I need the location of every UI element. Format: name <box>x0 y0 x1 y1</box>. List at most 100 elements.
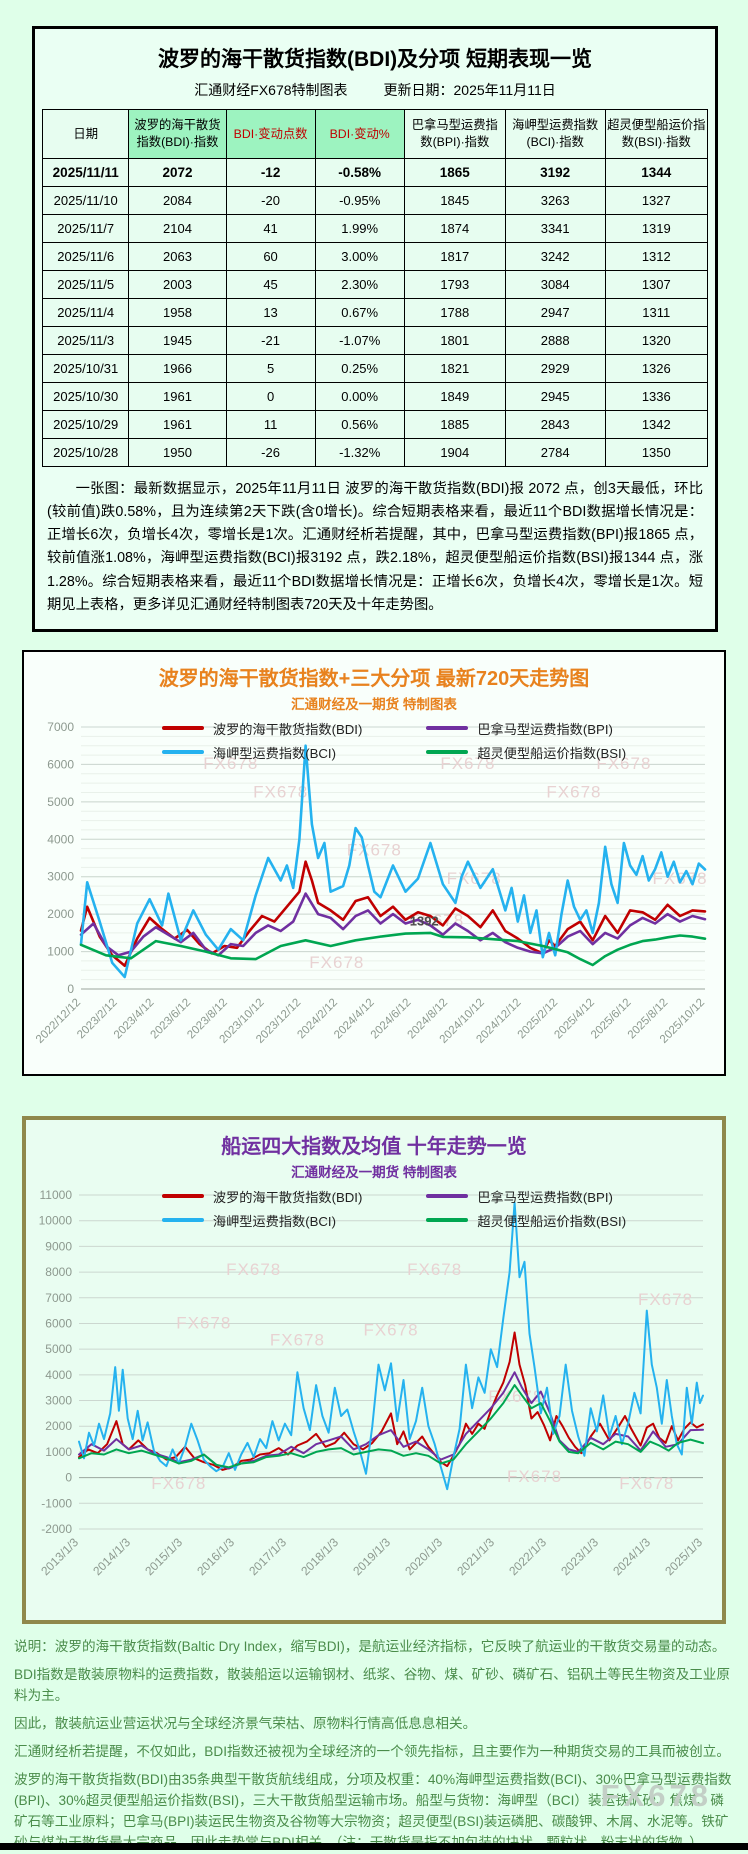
x-tick-label: 2022/12/12 <box>34 997 83 1046</box>
y-tick-label: 3000 <box>45 1393 72 1407</box>
y-tick-label: 7000 <box>47 720 74 734</box>
x-tick-label: 2016/1/3 <box>194 1535 237 1578</box>
chart-watermark: FX678 <box>363 1320 418 1339</box>
table-cell: -1.07% <box>314 326 405 355</box>
y-tick-label: -1000 <box>41 1496 72 1510</box>
legend-item: 波罗的海干散货指数(BDI) <box>161 1187 363 1206</box>
legend-label: 海岬型运费指数(BCI) <box>212 1213 336 1229</box>
table-cell: -1.32% <box>314 438 405 467</box>
legend-swatch <box>161 1218 204 1223</box>
data-label: 1392 <box>410 913 439 928</box>
page-subtitle: 汇通财经FX678特制图表 更新日期：2025年11月11日 <box>42 80 708 100</box>
table-cell: 1821 <box>403 354 506 383</box>
chart-720d-plot-wrap: 波罗的海干散货指数(BDI) 巴拿马型运费指数(BPI) 海岬型运费指数(BCI) 超… <box>27 717 721 1074</box>
chart-watermark: FX678 <box>440 754 495 773</box>
chart-720d-legend: 波罗的海干散货指数(BDI) 巴拿马型运费指数(BPI) 海岬型运费指数(BCI) 超… <box>67 719 721 762</box>
series-line <box>79 931 707 967</box>
table-cell: 0.67% <box>314 298 405 327</box>
x-tick-label: 2024/1/3 <box>610 1535 653 1578</box>
table-cell: -26 <box>225 438 316 467</box>
legend-item: 超灵便型船运价指数(BSI) <box>426 1211 626 1230</box>
x-tick-label: 2025/1/3 <box>662 1535 705 1578</box>
table-cell: 1904 <box>403 438 506 467</box>
bottom-black-bar <box>0 1843 748 1850</box>
legend-swatch <box>426 750 469 755</box>
legend-item: 海岬型运费指数(BCI) <box>161 743 362 762</box>
legend-label: 海岬型运费指数(BCI) <box>212 745 336 761</box>
update-date-label: 更新日期：2025年11月11日 <box>383 82 556 98</box>
table-cell: 2025/10/29 <box>41 410 130 439</box>
table-cell: 2025/11/6 <box>41 242 130 271</box>
chart-watermark: FX678 <box>176 1314 231 1333</box>
table-header-cell: 巴拿马型运费指数(BPI)·指数 <box>403 109 506 159</box>
table-cell: 2929 <box>504 354 606 383</box>
short-term-panel: 波罗的海干散货指数(BDI)及分项 短期表现一览 汇通财经FX678特制图表 更新… <box>32 26 718 632</box>
chart-10y-panel: 船运四大指数及均值 十年走势一览 汇通财经及一期货 特制图表 波罗的海干散货指数… <box>22 1115 726 1624</box>
legend-item: 超灵便型船运价指数(BSI) <box>426 743 626 762</box>
table-cell: 2025/10/28 <box>41 438 130 467</box>
series-line <box>78 1384 704 1469</box>
chart-watermark: FX678 <box>596 754 651 773</box>
bdi-table-body: 2025/11/11 2072 -12 -0.58% 1865 3192 1344 2025/… <box>41 158 709 467</box>
table-row: 2025/11/11 2072 -12 -0.58% 1865 3192 1344 <box>41 158 709 187</box>
table-row: 2025/10/31 1966 5 0.25% 1821 2929 1326 <box>41 354 709 383</box>
y-tick-label: 9000 <box>45 1239 72 1253</box>
legend-item: 巴拿马型运费指数(BPI) <box>426 1187 626 1206</box>
table-cell: 2025/10/30 <box>41 382 130 411</box>
table-cell: 2945 <box>504 382 606 411</box>
table-cell: 2947 <box>504 298 606 327</box>
table-cell: 1311 <box>604 298 709 327</box>
x-tick-label: 2018/1/3 <box>298 1535 341 1578</box>
y-tick-label: 7000 <box>45 1291 72 1305</box>
table-cell: 1966 <box>128 354 227 383</box>
table-row: 2025/10/30 1961 0 0.00% 1849 2945 1336 <box>41 382 709 411</box>
legend-label: 巴拿马型运费指数(BPI) <box>477 1189 613 1205</box>
chart-10y-title: 船运四大指数及均值 十年走势一览 <box>221 1135 527 1158</box>
table-cell: 2084 <box>128 186 227 215</box>
chart-720d-title: 波罗的海干散货指数+三大分项 最新720天走势图 <box>158 667 590 690</box>
table-cell: 3263 <box>504 186 606 215</box>
y-tick-label: 8000 <box>45 1265 72 1279</box>
table-cell: 1320 <box>604 326 709 355</box>
chart-watermark: FX678 <box>507 1467 562 1486</box>
x-tick-label: 2015/1/3 <box>142 1535 185 1578</box>
series-line <box>78 1201 704 1491</box>
note-line: BDI指数是散装原物料的运费指数，散装船运以运输钢材、纸浆、谷物、煤、矿砂、磷矿… <box>14 1667 730 1704</box>
table-cell: 1958 <box>128 298 227 327</box>
table-cell: 1344 <box>604 158 709 187</box>
legend-swatch <box>426 1194 469 1199</box>
y-tick-label: 1000 <box>47 945 74 959</box>
note-line: 因此，散装航运业营运状况与全球经济景气荣枯、原物料行情高低息息相关。 <box>14 1716 477 1732</box>
table-cell: 1307 <box>604 270 709 299</box>
table-cell: 1326 <box>604 354 709 383</box>
table-row: 2025/11/7 2104 41 1.99% 1874 3341 1319 <box>41 214 709 243</box>
legend-item: 波罗的海干散货指数(BDI) <box>161 719 362 738</box>
y-tick-label: 2000 <box>45 1419 72 1433</box>
y-tick-label: 0 <box>65 1471 72 1485</box>
table-header-row: 日期 波罗的海干散货指数(BDI)·指数 BDI·变动点数 BDI·变动% 巴拿马型运费… <box>41 109 709 159</box>
table-cell: 1849 <box>403 382 506 411</box>
legend-label: 波罗的海干散货指数(BDI) <box>212 1189 363 1205</box>
y-tick-label: 6000 <box>47 757 74 771</box>
table-row: 2025/11/10 2084 -20 -0.95% 1845 3263 1327 <box>41 186 709 215</box>
table-cell: 1885 <box>403 410 506 439</box>
table-cell: 2025/10/31 <box>41 354 130 383</box>
chart-720d-subtitle: 汇通财经及一期货 特制图表 <box>291 696 457 712</box>
table-row: 2025/11/4 1958 13 0.67% 1788 2947 1311 <box>41 298 709 327</box>
note-line: 汇通财经析若提醒，不仅如此，BDI指数还被视为全球经济的一个领先指标，且主要作为… <box>14 1744 730 1760</box>
chart-watermark: FX678 <box>203 754 258 773</box>
table-cell: 1874 <box>403 214 506 243</box>
legend-label: 超灵便型船运价指数(BSI) <box>477 745 627 761</box>
table-cell: 11 <box>225 410 316 439</box>
page-title: 波罗的海干散货指数(BDI)及分项 短期表现一览 <box>158 48 592 71</box>
table-header-cell: 波罗的海干散货指数(BDI)·指数 <box>128 109 227 159</box>
table-cell: 2025/11/11 <box>41 158 130 187</box>
table-row: 2025/11/6 2063 60 3.00% 1817 3242 1312 <box>41 242 709 271</box>
table-cell: 2025/11/7 <box>41 214 130 243</box>
table-header-cell: 海岬型运费指数(BCI)·指数 <box>504 109 606 159</box>
table-cell: 2003 <box>128 270 227 299</box>
chart-watermark: FX678 <box>309 953 364 972</box>
y-tick-label: 2000 <box>47 907 74 921</box>
legend-swatch <box>161 726 204 731</box>
chart-720d-canvas: 0 1000 2000 3000 4000 5000 6000 7000 FX678 FX678 F… <box>27 717 721 1074</box>
